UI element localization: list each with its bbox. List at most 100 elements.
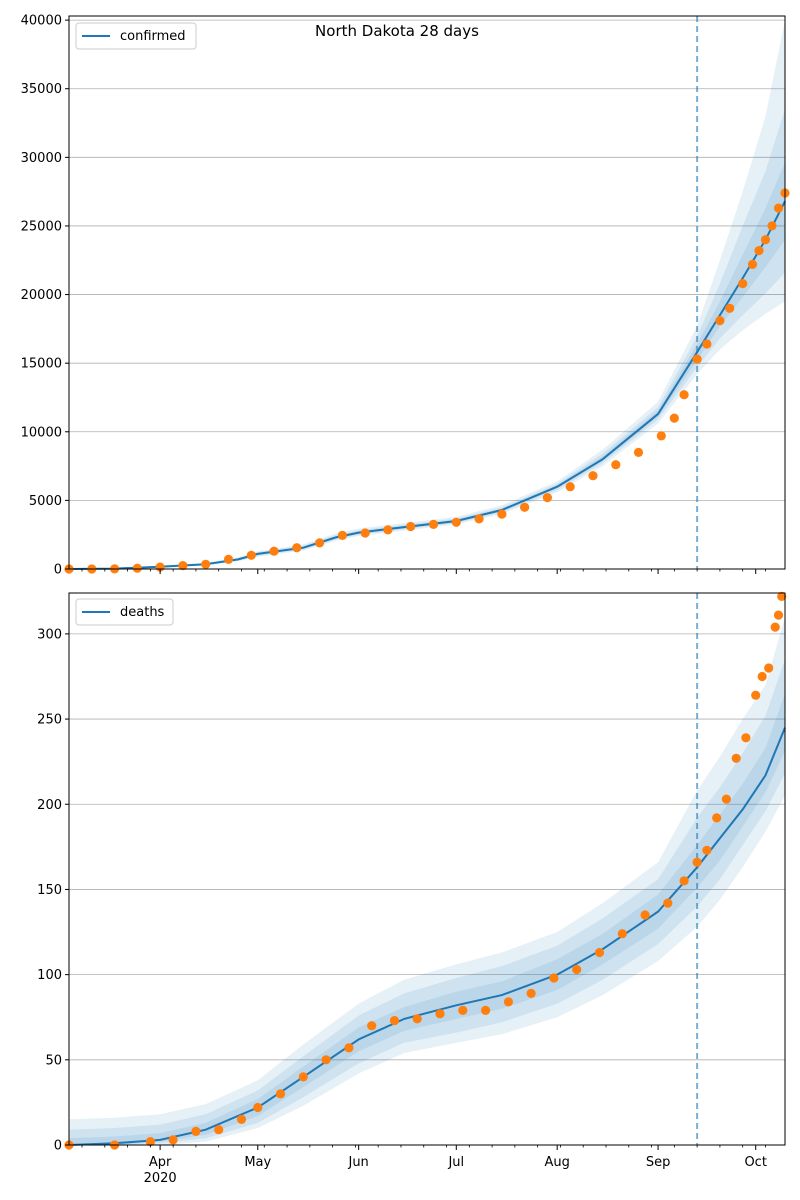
deaths-observed-point [214,1125,224,1135]
confirmed-observed-point [474,514,484,524]
deaths-y-tick-label: 150 [37,883,62,898]
confirmed-x-axis [81,569,766,574]
deaths-observed-point [253,1102,263,1113]
deaths-y-tick-label: 0 [54,1139,62,1154]
deaths-legend-box [75,598,174,626]
confirmed-legend-label: confirmed [120,29,186,44]
deaths-x-tick-label: Sep [646,1155,671,1170]
confirmed-y-tick-label: 20000 [21,288,62,303]
deaths-observed-point [503,997,513,1007]
deaths-observed-point [321,1055,331,1065]
deaths-observed-point [367,1021,377,1031]
deaths-observed-point [526,988,536,999]
deaths-gridlines [69,633,785,1061]
deaths-observed-point [549,973,559,983]
confirmed-observed-point [565,482,575,492]
confirmed-observed-point [178,561,188,571]
confirmed-observed-point [669,413,679,423]
confirmed-observed-point [246,550,256,560]
confirmed-chart: 0 5000 10000 15000 20000 25000 30000 35000 40000… [21,14,790,578]
confirmed-observed-point [611,460,621,470]
deaths-observed-point [773,610,784,620]
confirmed-observed-point [132,563,142,573]
deaths-legend-label: deaths [120,605,165,620]
deaths-observed-point [679,876,689,886]
confirmed-y-tick-label: 30000 [21,151,62,166]
confirmed-observed-point [760,235,771,245]
confirmed-uncertainty-bands [69,20,785,570]
confirmed-plot-area [69,16,785,569]
confirmed-y-axis: 0 5000 10000 15000 20000 25000 30000 35000 40000 [21,14,69,578]
confirmed-y-tick-label: 10000 [21,425,62,440]
confirmed-observed-point [451,517,461,527]
deaths-x-tick-label: Oct [744,1155,766,1170]
confirmed-observed-point [692,354,702,364]
deaths-observed-point [458,1005,468,1016]
confirmed-legend: confirmed [75,22,197,50]
deaths-observed-point [731,753,741,763]
deaths-axes-frame [68,592,786,1146]
deaths-observed-point [692,857,702,867]
deaths-observed-point [764,663,774,673]
deaths-observed-point [757,671,767,682]
deaths-observed-point [298,1072,308,1082]
deaths-observed-point [275,1089,286,1099]
deaths-observed-point [236,1114,247,1124]
deaths-observed-point [435,1009,445,1019]
deaths-observed-point [777,591,787,602]
deaths-observed-point [168,1135,178,1145]
deaths-y-tick-label: 100 [37,968,62,983]
confirmed-observed-point [773,203,784,213]
confirmed-observed-point [542,493,553,503]
deaths-observed-point [617,929,627,939]
confirmed-observed-point [588,471,598,481]
confirmed-observed-point [754,246,764,256]
deaths-observed-point [481,1005,491,1016]
confirmed-observed-point [497,509,507,519]
figure-title: North Dakota 28 days [315,22,479,40]
deaths-band-1 [69,616,785,1145]
deaths-observed-point [741,733,751,743]
confirmed-observed-point [633,447,644,457]
deaths-y-tick-label: 300 [37,627,62,642]
deaths-x-tick-label: May [244,1155,271,1170]
confirmed-observed-points [64,188,790,574]
confirmed-observed-point [428,519,439,530]
deaths-x-tick-label: Jun [347,1155,368,1170]
deaths-y-tick-label: 250 [37,713,62,728]
confirmed-observed-point [738,279,748,289]
deaths-observed-point [751,690,761,700]
confirmed-band-2 [69,109,785,570]
deaths-observed-point [572,964,582,975]
confirmed-y-tick-label: 40000 [21,14,62,29]
confirmed-axes-frame [68,15,786,570]
confirmed-observed-point [715,316,725,326]
deaths-observed-point [145,1137,155,1147]
confirmed-y-tick-label: 5000 [29,494,62,509]
confirmed-observed-point [747,259,758,269]
deaths-y-tick-label: 50 [45,1053,62,1068]
confirmed-observed-point [725,303,735,313]
deaths-observed-point [712,813,722,823]
confirmed-observed-point [337,530,347,541]
deaths-observed-point [389,1016,400,1026]
confirmed-observed-point [406,521,416,532]
confirmed-observed-point [520,502,530,512]
deaths-uncertainty-bands [69,616,785,1145]
deaths-observed-point [594,947,605,958]
confirmed-observed-point [201,559,211,569]
deaths-x-tick-label: Aug [544,1155,569,1170]
confirmed-observed-point [269,546,279,556]
deaths-band-3 [69,693,785,1145]
deaths-band-2 [69,659,785,1145]
deaths-plot-area [69,593,785,1145]
confirmed-observed-point [702,339,712,349]
confirmed-observed-point [767,221,777,231]
deaths-observed-point [702,845,712,855]
deaths-x-tick-label: Apr [149,1155,172,1170]
confirmed-observed-point [292,543,302,553]
deaths-observed-points [64,591,787,1150]
